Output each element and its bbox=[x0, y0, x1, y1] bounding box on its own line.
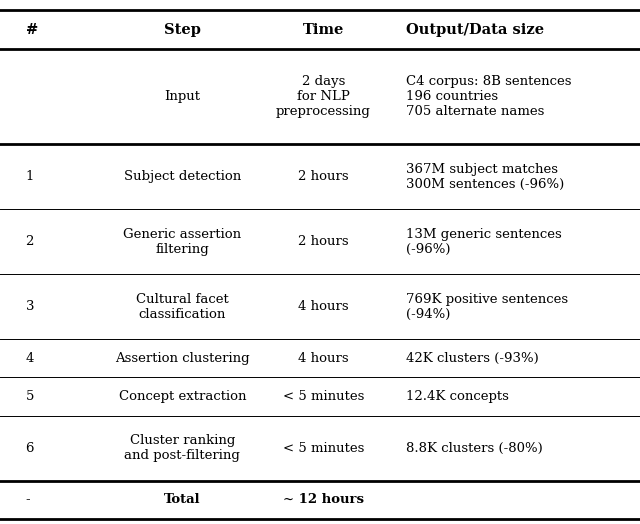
Text: Generic assertion
filtering: Generic assertion filtering bbox=[124, 228, 241, 256]
Text: 769K positive sentences
(-94%): 769K positive sentences (-94%) bbox=[406, 293, 568, 321]
Text: 4: 4 bbox=[26, 352, 34, 365]
Text: 3: 3 bbox=[26, 300, 34, 313]
Text: -: - bbox=[26, 493, 30, 506]
Text: 42K clusters (-93%): 42K clusters (-93%) bbox=[406, 352, 539, 365]
Text: 367M subject matches
300M sentences (-96%): 367M subject matches 300M sentences (-96… bbox=[406, 163, 564, 191]
Text: Assertion clustering: Assertion clustering bbox=[115, 352, 250, 365]
Text: Subject detection: Subject detection bbox=[124, 170, 241, 183]
Text: Cluster ranking
and post-filtering: Cluster ranking and post-filtering bbox=[124, 434, 241, 462]
Text: Cultural facet
classification: Cultural facet classification bbox=[136, 293, 228, 321]
Text: Time: Time bbox=[303, 23, 344, 37]
Text: 4 hours: 4 hours bbox=[298, 300, 349, 313]
Text: 2: 2 bbox=[26, 235, 34, 248]
Text: 13M generic sentences
(-96%): 13M generic sentences (-96%) bbox=[406, 228, 562, 256]
Text: 2 days
for NLP
preprocessing: 2 days for NLP preprocessing bbox=[276, 75, 371, 118]
Text: 1: 1 bbox=[26, 170, 34, 183]
Text: Step: Step bbox=[164, 23, 201, 37]
Text: Output/Data size: Output/Data size bbox=[406, 23, 545, 37]
Text: #: # bbox=[26, 23, 38, 37]
Text: < 5 minutes: < 5 minutes bbox=[282, 442, 364, 454]
Text: Total: Total bbox=[164, 493, 201, 506]
Text: 12.4K concepts: 12.4K concepts bbox=[406, 390, 509, 403]
Text: 6: 6 bbox=[26, 442, 34, 454]
Text: 8.8K clusters (-80%): 8.8K clusters (-80%) bbox=[406, 442, 543, 454]
Text: 4 hours: 4 hours bbox=[298, 352, 349, 365]
Text: Input: Input bbox=[164, 90, 200, 103]
Text: 5: 5 bbox=[26, 390, 34, 403]
Text: 2 hours: 2 hours bbox=[298, 170, 349, 183]
Text: ~ 12 hours: ~ 12 hours bbox=[283, 493, 364, 506]
Text: C4 corpus: 8B sentences
196 countries
705 alternate names: C4 corpus: 8B sentences 196 countries 70… bbox=[406, 75, 572, 118]
Text: Concept extraction: Concept extraction bbox=[118, 390, 246, 403]
Text: < 5 minutes: < 5 minutes bbox=[282, 390, 364, 403]
Text: 2 hours: 2 hours bbox=[298, 235, 349, 248]
